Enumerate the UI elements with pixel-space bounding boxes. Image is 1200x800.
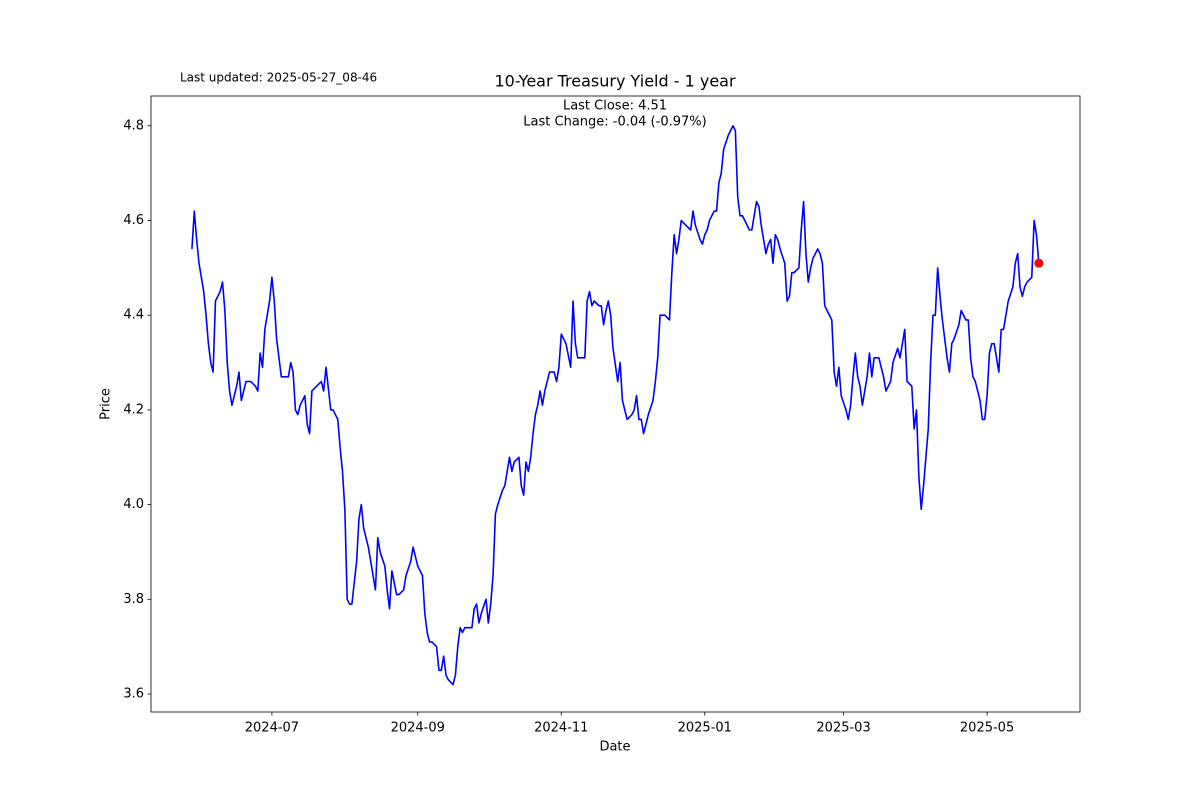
y-tick-label: 3.6 — [123, 687, 144, 702]
plot-frame — [150, 95, 1081, 713]
x-tick-label: 2024-09 — [391, 721, 445, 736]
x-axis-label: Date — [599, 740, 630, 755]
y-tick-label: 4.0 — [123, 497, 144, 512]
x-tick-label: 2025-01 — [678, 721, 732, 736]
x-tick-label: 2025-03 — [816, 721, 870, 736]
y-tick-label: 3.8 — [123, 592, 144, 607]
y-tick-label: 4.6 — [123, 213, 144, 228]
y-tick-label: 4.4 — [123, 308, 144, 323]
last-point — [1034, 258, 1044, 268]
annotation: Last Change: -0.04 (-0.97%) — [523, 115, 706, 130]
annotation: Last Close: 4.51 — [563, 99, 667, 114]
x-tick-label: 2024-11 — [534, 721, 588, 736]
x-tick-label: 2024-07 — [245, 721, 299, 736]
last-updated: Last updated: 2025-05-27_08-46 — [180, 71, 377, 85]
y-axis-label: Price — [99, 388, 114, 420]
x-tick-label: 2025-05 — [960, 721, 1014, 736]
price-line — [191, 125, 1040, 686]
y-tick-label: 4.8 — [123, 118, 144, 133]
y-tick-label: 4.2 — [123, 402, 144, 417]
chart-title: 10-Year Treasury Yield - 1 year — [494, 72, 736, 91]
